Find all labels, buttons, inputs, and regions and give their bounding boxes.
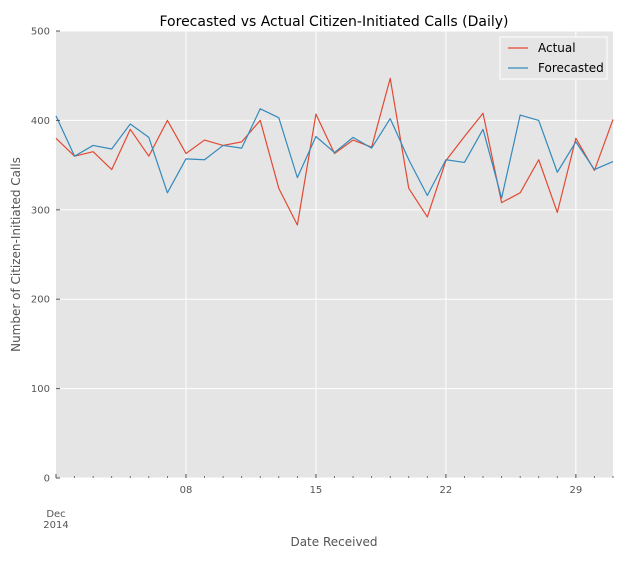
x-tick-label: 08 <box>180 485 193 496</box>
x-tick-label: 29 <box>569 485 582 496</box>
x-tick-sublabel: 2014 <box>43 520 68 531</box>
x-tick-label: 22 <box>440 485 453 496</box>
plot-area <box>56 31 613 478</box>
y-tick-label: 400 <box>31 116 50 127</box>
legend-label-actual: Actual <box>538 41 576 55</box>
y-tick-label: 0 <box>44 474 50 485</box>
grid <box>56 30 613 479</box>
legend-label-forecasted: Forecasted <box>538 61 604 75</box>
y-tick-label: 500 <box>31 27 50 38</box>
y-axis-label: Number of Citizen-Initiated Calls <box>9 157 23 352</box>
series-line-forecasted <box>55 108 614 199</box>
y-tick-label: 200 <box>31 295 50 306</box>
legend: Actual Forecasted <box>499 36 608 80</box>
y-tick-label: 300 <box>31 205 50 216</box>
chart-title: Forecasted vs Actual Citizen-Initiated C… <box>160 14 509 30</box>
series-line-actual <box>55 77 614 226</box>
legend-box <box>499 36 608 80</box>
x-axis-label: Date Received <box>290 535 377 549</box>
y-tick-label: 100 <box>31 384 50 395</box>
x-tick-label: Dec <box>46 509 65 520</box>
x-tick-label: 15 <box>310 485 323 496</box>
series-lines <box>55 77 614 226</box>
